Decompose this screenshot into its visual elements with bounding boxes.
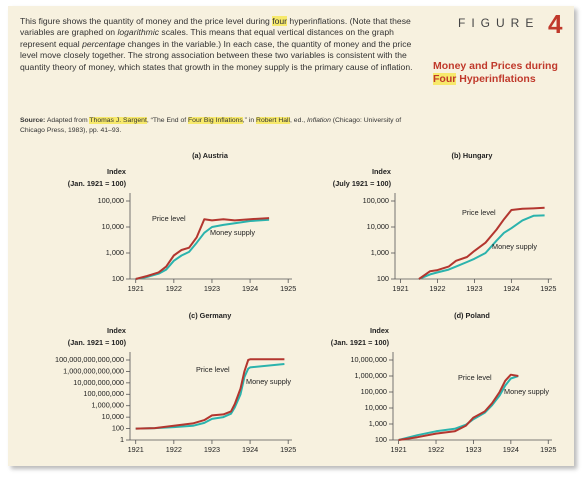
x-tick-label: 1923 bbox=[465, 445, 481, 454]
series-line bbox=[418, 214, 545, 280]
series-label: Money supply bbox=[504, 387, 549, 396]
series-label: Money supply bbox=[210, 228, 255, 237]
y-tick-label: 1,000,000 bbox=[355, 371, 387, 380]
chart-title: (d) Poland bbox=[454, 311, 490, 320]
y-tick-label: 100,000,000 bbox=[83, 389, 124, 398]
series-label: Price level bbox=[462, 208, 496, 217]
source-text: Adapted from bbox=[45, 117, 90, 124]
series-label: Money supply bbox=[246, 377, 291, 386]
x-tick-label: 1925 bbox=[280, 284, 296, 293]
x-tick-label: 1922 bbox=[429, 284, 445, 293]
series-line bbox=[135, 217, 270, 280]
y-tick-label: 100 bbox=[112, 423, 124, 432]
source-italic: Inflation bbox=[307, 117, 331, 124]
series-label: Money supply bbox=[492, 242, 537, 251]
caption-italic: percentage bbox=[82, 38, 126, 49]
y-tick-label: 100 bbox=[377, 274, 389, 283]
figure-panel: This figure shows the quantity of money … bbox=[8, 6, 574, 466]
caption-italic: logarithmic bbox=[117, 27, 160, 38]
y-tick-label: 10,000,000 bbox=[350, 355, 387, 364]
y-axis-label: (Jan. 1921 = 100) bbox=[331, 338, 390, 347]
y-tick-label: 1 bbox=[120, 435, 124, 444]
caption-text: hyperinflations. (Note that these variab… bbox=[20, 16, 411, 38]
caption: This figure shows the quantity of money … bbox=[20, 16, 415, 73]
series-line bbox=[418, 206, 545, 280]
y-axis-label: (Jan. 1921 = 100) bbox=[68, 179, 127, 188]
source-text: , “The End of bbox=[146, 117, 189, 124]
y-axis-label: (July 1921 = 100) bbox=[333, 179, 392, 188]
caption-text: This figure shows the quantity of money … bbox=[20, 16, 273, 26]
x-tick-label: 1921 bbox=[128, 284, 144, 293]
y-tick-label: 100,000 bbox=[361, 387, 387, 396]
x-tick-label: 1924 bbox=[242, 284, 258, 293]
y-tick-label: 10,000 bbox=[367, 222, 389, 231]
x-tick-label: 1924 bbox=[503, 284, 519, 293]
x-tick-label: 1925 bbox=[540, 445, 556, 454]
y-axis-label: Index bbox=[370, 326, 389, 335]
y-tick-label: 10,000 bbox=[102, 412, 124, 421]
series-line bbox=[398, 373, 519, 441]
series-label: Price level bbox=[458, 373, 492, 382]
caption-text: scales. This means that equal vertical d… bbox=[20, 27, 394, 49]
x-tick-label: 1923 bbox=[204, 445, 220, 454]
y-tick-label: 1,000 bbox=[371, 248, 389, 257]
chart-title: (b) Hungary bbox=[452, 151, 494, 160]
series-label: Price level bbox=[152, 214, 186, 223]
source-link[interactable]: Thomas J. Sargent bbox=[89, 117, 147, 124]
series-line bbox=[135, 218, 270, 280]
y-tick-label: 1,000,000,000,000 bbox=[63, 366, 124, 375]
y-axis-label: Index bbox=[107, 167, 126, 176]
source-text: (Chicago: University of Chicago Press, 1… bbox=[20, 117, 402, 134]
chart-title: (c) Germany bbox=[189, 311, 233, 320]
x-tick-label: 1925 bbox=[540, 284, 556, 293]
x-tick-label: 1921 bbox=[390, 445, 406, 454]
caption-text: changes in the variable.) In each case, … bbox=[20, 38, 413, 72]
source-label: Source: bbox=[20, 117, 46, 124]
figure-word: FIGURE bbox=[458, 16, 540, 30]
series-line bbox=[135, 358, 285, 430]
heading-text: Hyperinflations bbox=[456, 73, 536, 85]
x-tick-label: 1922 bbox=[166, 445, 182, 454]
x-tick-label: 1922 bbox=[428, 445, 444, 454]
y-tick-label: 100,000,000,000,000 bbox=[55, 355, 124, 364]
figure-heading: Money and Prices during Four Hyperinflat… bbox=[433, 60, 563, 86]
y-tick-label: 100 bbox=[375, 435, 387, 444]
x-tick-label: 1924 bbox=[242, 445, 258, 454]
x-tick-label: 1921 bbox=[128, 445, 144, 454]
source: Source: Adapted from Thomas J. Sargent, … bbox=[20, 116, 415, 135]
y-tick-label: 100 bbox=[112, 274, 124, 283]
x-tick-label: 1923 bbox=[204, 284, 220, 293]
heading-text: Money and Prices during bbox=[433, 60, 558, 72]
chart-title: (a) Austria bbox=[192, 151, 229, 160]
caption-highlight: four bbox=[272, 16, 288, 26]
x-tick-label: 1924 bbox=[503, 445, 519, 454]
source-link[interactable]: Four Big Inflations bbox=[188, 117, 243, 124]
y-axis-label: Index bbox=[107, 326, 126, 335]
y-tick-label: 1,000 bbox=[369, 419, 387, 428]
y-tick-label: 10,000 bbox=[102, 222, 124, 231]
x-tick-label: 1923 bbox=[466, 284, 482, 293]
x-tick-label: 1925 bbox=[280, 445, 296, 454]
source-text: ,” in bbox=[242, 117, 257, 124]
y-tick-label: 100,000 bbox=[98, 196, 124, 205]
x-tick-label: 1922 bbox=[166, 284, 182, 293]
series-line bbox=[398, 375, 519, 441]
source-text: , ed., bbox=[290, 117, 308, 124]
y-tick-label: 100,000 bbox=[363, 196, 389, 205]
y-tick-label: 10,000 bbox=[365, 403, 387, 412]
y-tick-label: 1,000 bbox=[106, 248, 124, 257]
series-line bbox=[135, 363, 285, 430]
x-tick-label: 1921 bbox=[392, 284, 408, 293]
source-link[interactable]: Robert Hall bbox=[256, 117, 291, 124]
heading-highlight: Four bbox=[433, 73, 457, 85]
series-label: Price level bbox=[196, 365, 230, 374]
y-tick-label: 10,000,000,000 bbox=[73, 378, 124, 387]
y-axis-label: (Jan. 1921 = 100) bbox=[68, 338, 127, 347]
y-axis-label: Index bbox=[372, 167, 391, 176]
figure-number: 4 bbox=[548, 9, 563, 39]
y-tick-label: 1,000,000 bbox=[92, 401, 124, 410]
